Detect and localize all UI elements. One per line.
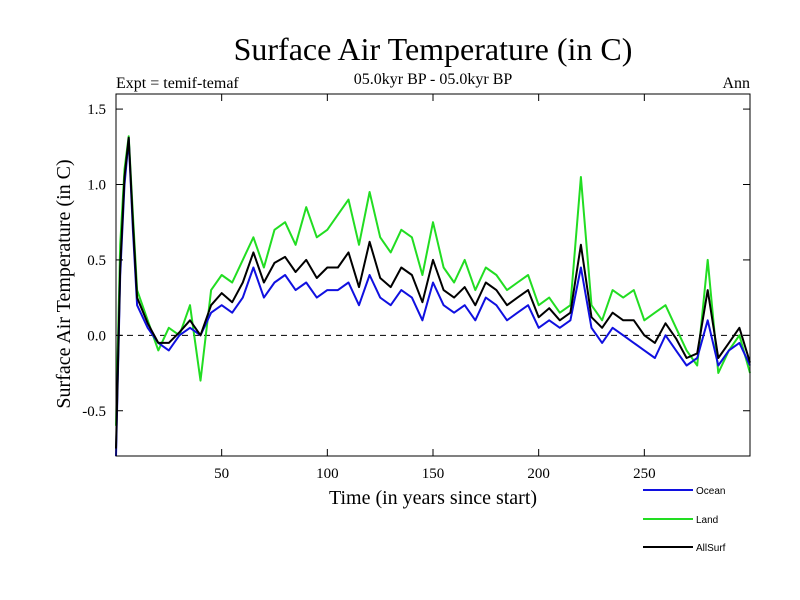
legend-label-ocean: Ocean (696, 486, 725, 497)
season-label: Ann (722, 75, 750, 92)
x-tick-label-250: 250 (633, 466, 656, 482)
x-axis-label: Time (in years since start) (329, 487, 537, 509)
y-axis-label: Surface Air Temperature (in C) (53, 159, 75, 408)
legend-label-allsurf: AllSurf (696, 543, 726, 554)
series-group (115, 135, 751, 457)
legend: Ocean Land AllSurf (643, 486, 726, 554)
x-tick-label-50: 50 (214, 466, 229, 482)
chart-subtitle: 05.0kyr BP - 05.0kyr BP (354, 71, 513, 88)
legend-label-land: Land (696, 515, 718, 526)
y-tick-label-1: 1.0 (87, 178, 106, 194)
plot-frame (115, 93, 751, 457)
x-tick-label-200: 200 (527, 466, 550, 482)
y-tick-label-0: 0.0 (87, 328, 106, 344)
x-tick-label-100: 100 (316, 466, 339, 482)
y-tick-label-1p5: 1.5 (87, 102, 106, 118)
experiment-label: Expt = temif-temaf (116, 75, 239, 92)
series-line-land (115, 135, 751, 426)
series-line-allsurf (115, 136, 751, 449)
y-axis-ticks: -0.5 0.0 0.5 1.0 1.5 (82, 102, 750, 420)
y-tick-label-0p5: 0.5 (87, 253, 106, 269)
series-line-ocean (115, 138, 751, 457)
x-tick-label-150: 150 (422, 466, 445, 482)
chart-title: Surface Air Temperature (in C) (234, 31, 633, 67)
y-tick-label--0p5: -0.5 (82, 404, 106, 420)
x-axis-ticks: 50 100 150 200 250 (214, 94, 656, 482)
